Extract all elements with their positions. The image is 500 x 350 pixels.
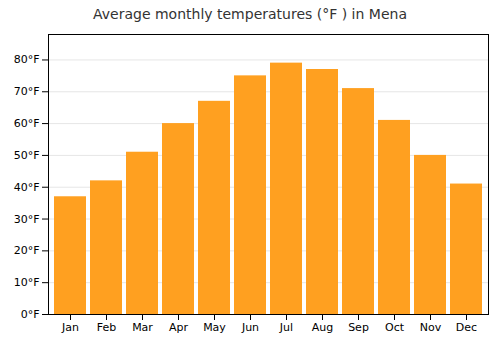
svg-text:Mar: Mar xyxy=(132,321,153,334)
svg-text:40°F: 40°F xyxy=(14,181,40,194)
svg-text:Feb: Feb xyxy=(97,321,116,334)
svg-text:30°F: 30°F xyxy=(14,213,40,226)
svg-text:50°F: 50°F xyxy=(14,149,40,162)
svg-text:Dec: Dec xyxy=(456,321,477,334)
svg-text:10°F: 10°F xyxy=(14,276,40,289)
svg-text:20°F: 20°F xyxy=(14,244,40,257)
svg-text:80°F: 80°F xyxy=(14,53,40,66)
svg-text:70°F: 70°F xyxy=(14,85,40,98)
svg-text:Jun: Jun xyxy=(241,321,259,334)
svg-text:Oct: Oct xyxy=(385,321,405,334)
svg-text:60°F: 60°F xyxy=(14,117,40,130)
svg-text:0°F: 0°F xyxy=(21,308,40,321)
svg-text:Jan: Jan xyxy=(61,321,79,334)
svg-text:May: May xyxy=(203,321,226,334)
svg-text:Sep: Sep xyxy=(348,321,369,334)
html-text:Average monthly temperatures (: Average monthly temperatures (°F ) in Me… xyxy=(93,6,407,22)
svg-text:Nov: Nov xyxy=(420,321,442,334)
svg-text:Aug: Aug xyxy=(312,321,333,334)
svg-text:Apr: Apr xyxy=(169,321,189,334)
svg-text:Jul: Jul xyxy=(279,321,293,334)
